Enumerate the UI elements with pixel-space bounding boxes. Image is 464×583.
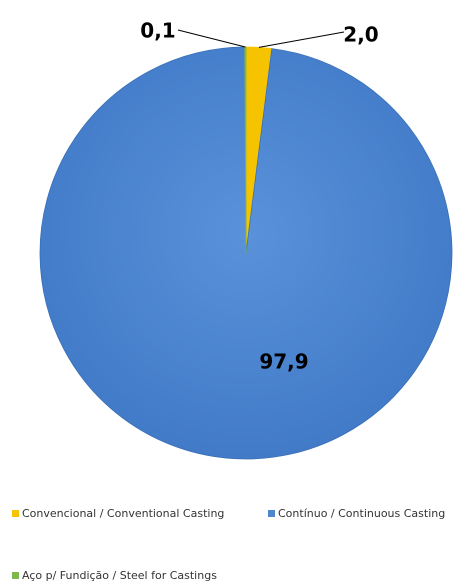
pie-slice-1: [39, 46, 453, 460]
leader-line-2: [177, 29, 246, 48]
legend-entry-1: Contínuo / Continuous Casting: [268, 507, 445, 520]
legend-entry-0: Convencional / Conventional Casting: [12, 507, 224, 520]
data-label-1: 97,9: [259, 350, 308, 374]
legend-label-0: Convencional / Conventional Casting: [22, 507, 224, 520]
data-label-0: 2,0: [343, 23, 378, 47]
legend-swatch-2: [12, 572, 19, 579]
legend-swatch-0: [12, 510, 19, 517]
legend-label-1: Contínuo / Continuous Casting: [278, 507, 445, 520]
leader-line-0: [258, 31, 345, 48]
legend-swatch-1: [268, 510, 275, 517]
data-label-2: 0,1: [140, 19, 175, 43]
legend-entry-2: Aço p/ Fundição / Steel for Castings: [12, 569, 217, 582]
legend-label-2: Aço p/ Fundição / Steel for Castings: [22, 569, 217, 582]
